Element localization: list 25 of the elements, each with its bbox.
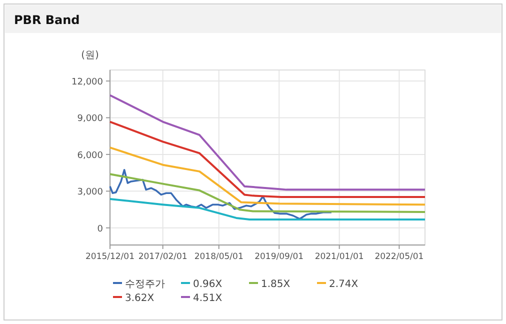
legend-label: 4.51X [193,293,222,304]
y-tick-label: 3,000 [77,188,104,198]
x-tick-label: 2015/12/01 [86,252,134,262]
line-series [109,120,426,198]
line-series [109,94,426,191]
legend-label: 수정주가 [125,279,165,290]
y-tick-label: 6,000 [77,150,104,161]
y-tick-label: 12,000 [72,78,104,88]
y-tick-label: 0 [97,224,104,234]
y-axis-title: (원) [81,50,99,61]
line-series [109,168,332,220]
legend-label: 0.96X [193,279,222,290]
line-series [109,173,426,213]
x-tick-label: 2021/01/01 [314,252,364,262]
x-tick-label: 2018/05/01 [194,252,244,262]
chart-title: PBR Band [14,13,80,27]
x-tick-label: 2022/05/01 [374,252,424,262]
legend-label: 3.62X [125,293,154,304]
legend-label: 1.85X [261,279,290,290]
y-tick-label: 9,000 [77,114,104,124]
x-tick-label: 2019/09/01 [254,252,304,262]
x-tick-label: 2017/02/01 [138,252,188,262]
legend-label: 2.74X [329,279,358,290]
line-series [109,146,426,206]
line-series [109,198,426,221]
